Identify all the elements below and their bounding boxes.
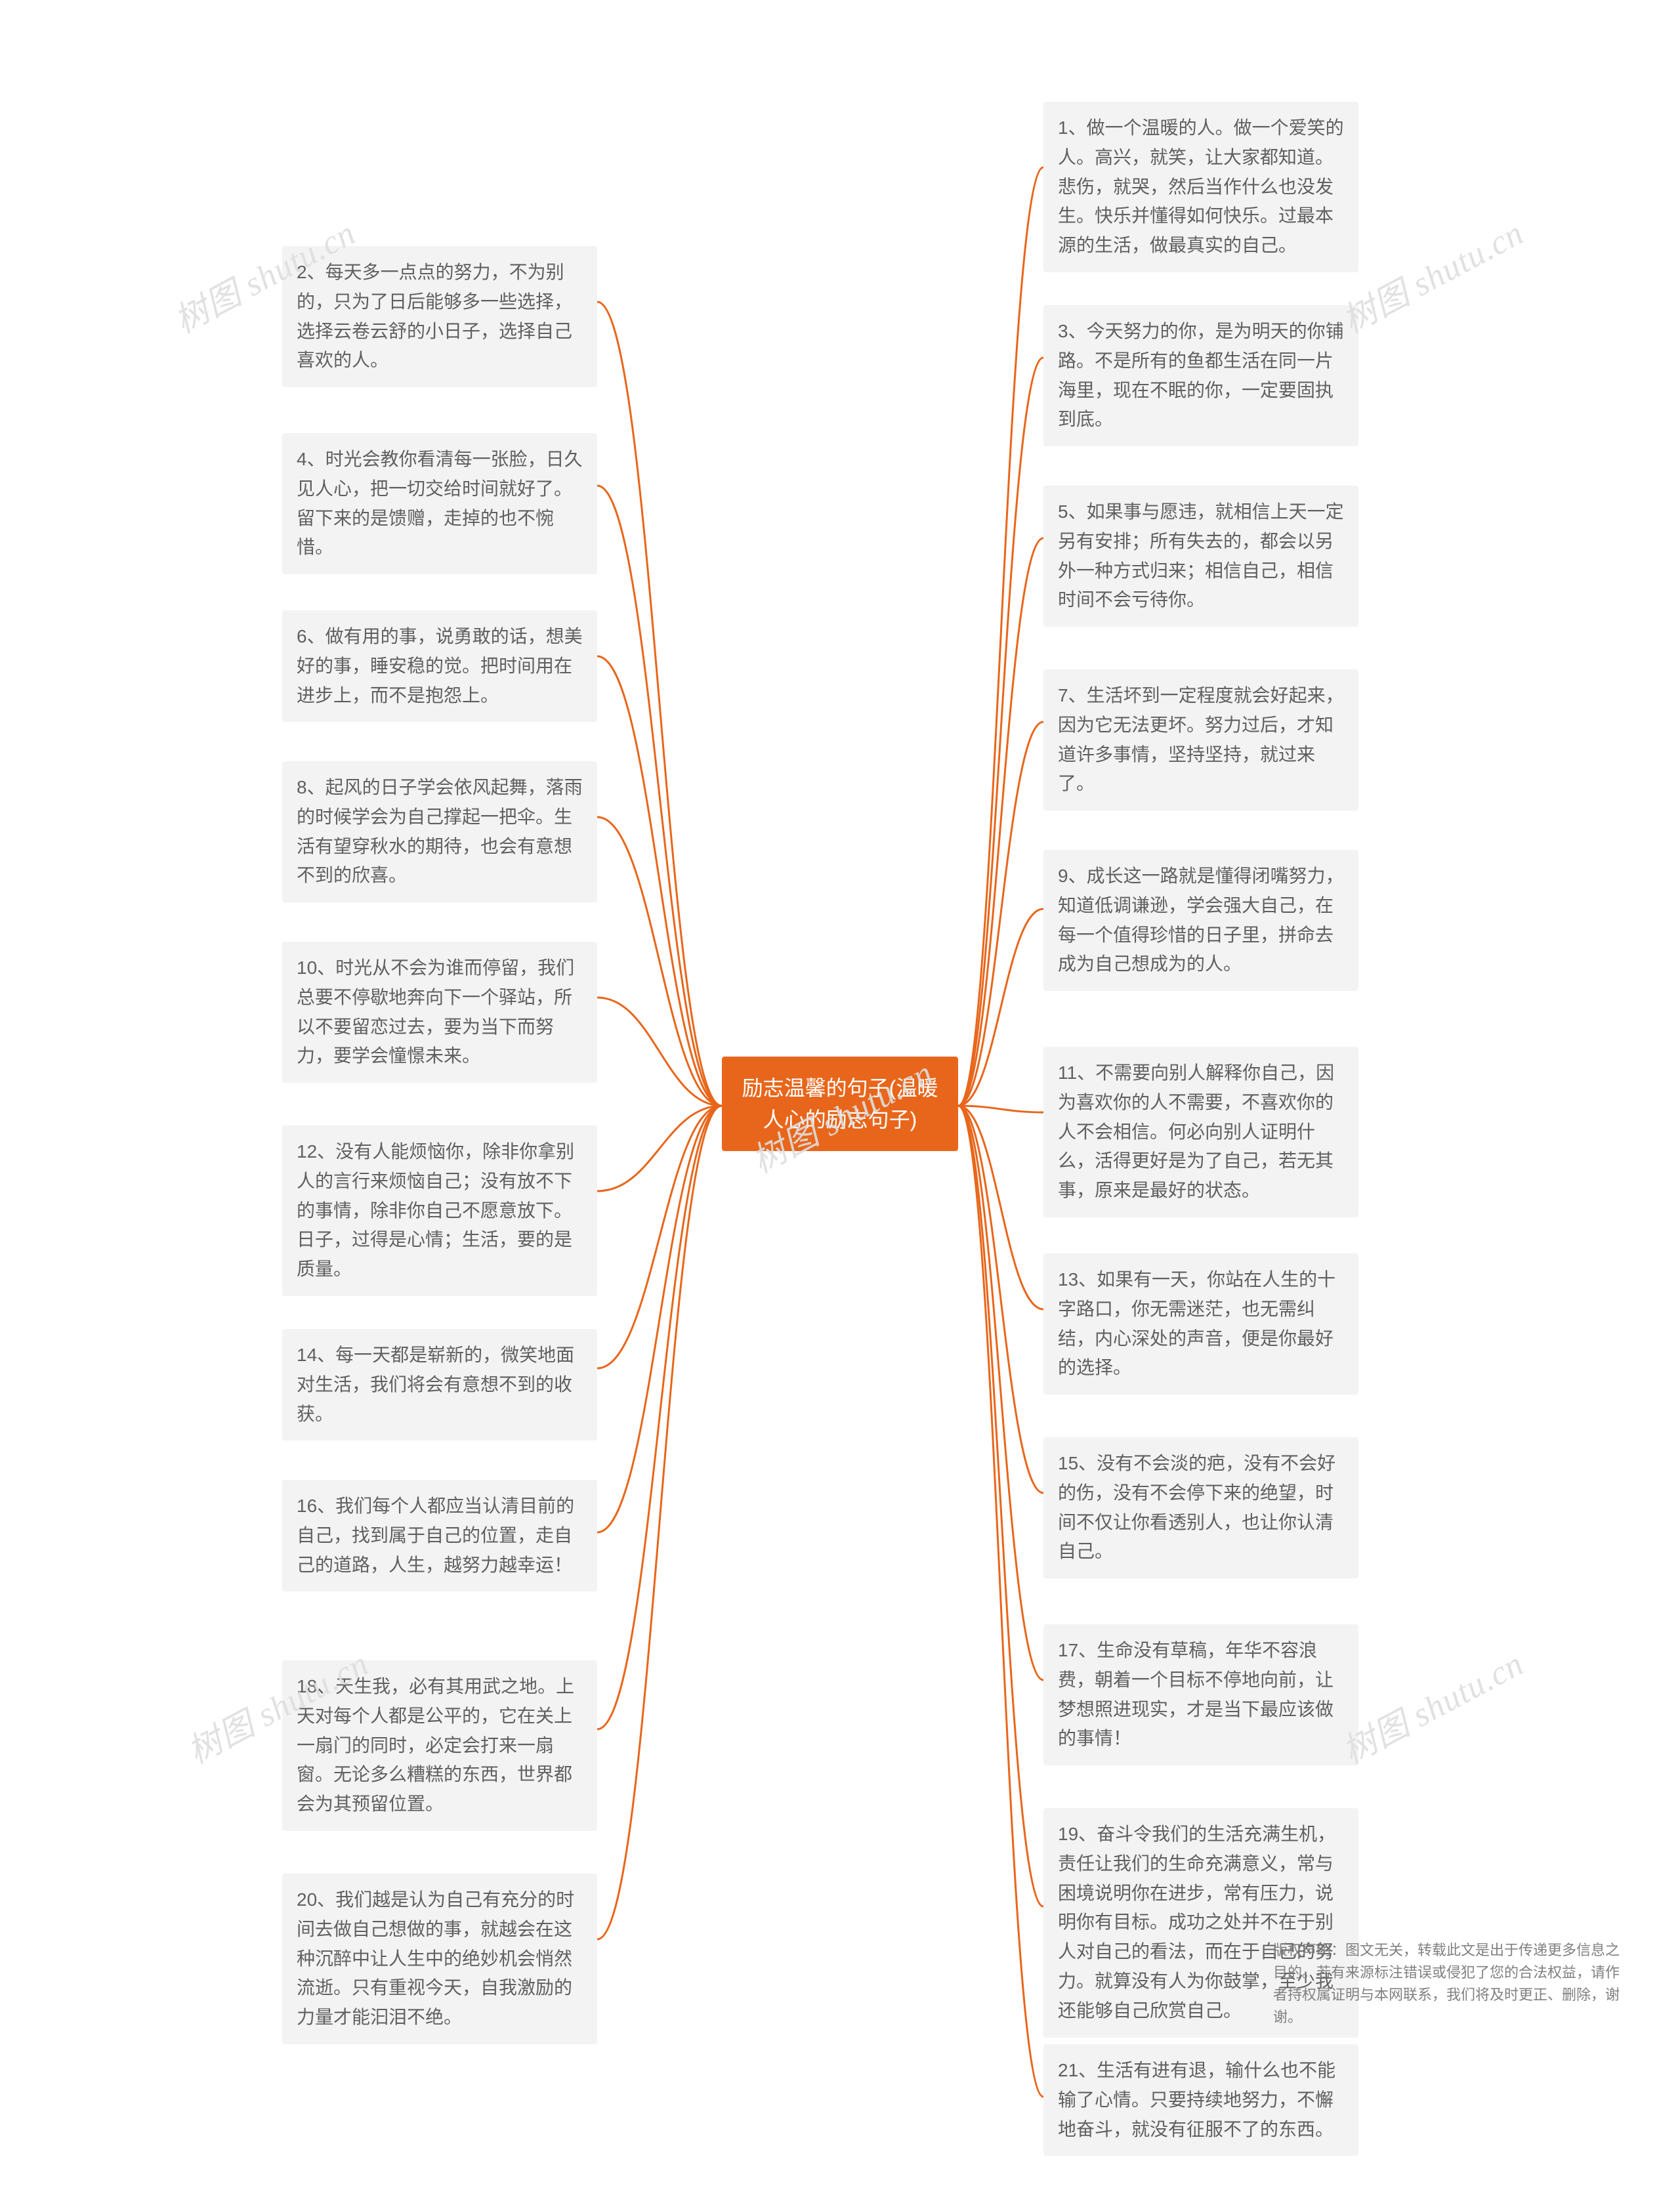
right-leaf-2[interactable]: 5、如果事与愿违，就相信上天一定另有安排；所有失去的，都会以另外一种方式归来；相…: [1043, 486, 1358, 627]
left-leaf-0[interactable]: 2、每天多一点点的努力，不为别的，只为了日后能够多一些选择，选择云卷云舒的小日子…: [282, 246, 597, 387]
edge-right-9: [958, 1106, 1043, 1906]
left-leaf-6[interactable]: 14、每一天都是崭新的，微笑地面对生活，我们将会有意想不到的收获。: [282, 1329, 597, 1440]
right-leaf-6[interactable]: 13、如果有一天，你站在人生的十字路口，你无需迷茫，也无需纠结，内心深处的声音，…: [1043, 1253, 1358, 1395]
edge-right-2: [958, 538, 1043, 1106]
edge-left-1: [597, 486, 722, 1106]
edge-left-3: [597, 817, 722, 1106]
center-topic[interactable]: 励志温馨的句子(温暖人心的励志句子): [722, 1057, 958, 1151]
watermark-4: 树图 shutu.cn: [1332, 1636, 1531, 1773]
left-leaf-3[interactable]: 8、起风的日子学会依风起舞，落雨的时候学会为自己撑起一把伞。生活有望穿秋水的期待…: [282, 761, 597, 902]
watermark-1: 树图 shutu.cn: [1332, 205, 1531, 342]
left-leaf-9[interactable]: 20、我们越是认为自己有充分的时间去做自己想做的事，就越会在这种沉醉中让人生中的…: [282, 1874, 597, 2044]
left-leaf-2[interactable]: 6、做有用的事，说勇敢的话，想美好的事，睡安稳的觉。把时间用在进步上，而不是抱怨…: [282, 610, 597, 722]
copyright-footnote: 版权声明：图文无关，转载此文是出于传递更多信息之目的。若有来源标注错误或侵犯了您…: [1273, 1939, 1628, 2028]
right-leaf-0[interactable]: 1、做一个温暖的人。做一个爱笑的人。高兴，就笑，让大家都知道。悲伤，就哭，然后当…: [1043, 102, 1358, 272]
right-leaf-8[interactable]: 17、生命没有草稿，年华不容浪费，朝着一个目标不停地向前，让梦想照进现实，才是当…: [1043, 1624, 1358, 1765]
edge-right-7: [958, 1106, 1043, 1493]
right-leaf-4[interactable]: 9、成长这一路就是懂得闭嘴努力，知道低调谦逊，学会强大自己，在每一个值得珍惜的日…: [1043, 850, 1358, 991]
right-leaf-5[interactable]: 11、不需要向别人解释你自己，因为喜欢你的人不需要，不喜欢你的人不会相信。何必向…: [1043, 1047, 1358, 1217]
edge-right-10: [958, 1106, 1043, 2097]
edge-right-4: [958, 909, 1043, 1106]
edge-right-1: [958, 358, 1043, 1106]
right-leaf-7[interactable]: 15、没有不会淡的疤，没有不会好的伤，没有不会停下来的绝望，时间不仅让你看透别人…: [1043, 1437, 1358, 1578]
edge-left-7: [597, 1106, 722, 1532]
edge-left-5: [597, 1106, 722, 1191]
edge-left-2: [597, 656, 722, 1106]
edge-right-8: [958, 1106, 1043, 1680]
edge-right-3: [958, 722, 1043, 1106]
left-leaf-5[interactable]: 12、没有人能烦恼你，除非你拿别人的言行来烦恼自己；没有放不下的事情，除非你自己…: [282, 1125, 597, 1296]
edge-right-0: [958, 167, 1043, 1106]
mindmap-canvas: 励志温馨的句子(温暖人心的励志句子) 1、做一个温暖的人。做一个爱笑的人。高兴，…: [0, 0, 1680, 2186]
edge-left-8: [597, 1106, 722, 1729]
edge-right-6: [958, 1106, 1043, 1309]
edge-left-0: [597, 302, 722, 1106]
left-leaf-1[interactable]: 4、时光会教你看清每一张脸，日久见人心，把一切交给时间就好了。留下来的是馈赠，走…: [282, 433, 597, 574]
left-leaf-8[interactable]: 18、天生我，必有其用武之地。上天对每个人都是公平的，它在关上一扇门的同时，必定…: [282, 1660, 597, 1831]
right-leaf-10[interactable]: 21、生活有进有退，输什么也不能输了心情。只要持续地努力，不懈地奋斗，就没有征服…: [1043, 2044, 1358, 2156]
edge-left-4: [597, 998, 722, 1106]
edge-right-5: [958, 1106, 1043, 1112]
edge-left-9: [597, 1106, 722, 1939]
left-leaf-4[interactable]: 10、时光从不会为谁而停留，我们总要不停歇地奔向下一个驿站，所以不要留恋过去，要…: [282, 942, 597, 1083]
left-leaf-7[interactable]: 16、我们每个人都应当认清目前的自己，找到属于自己的位置，走自己的道路，人生，越…: [282, 1480, 597, 1591]
right-leaf-3[interactable]: 7、生活坏到一定程度就会好起来，因为它无法更坏。努力过后，才知道许多事情，坚持坚…: [1043, 669, 1358, 810]
right-leaf-1[interactable]: 3、今天努力的你，是为明天的你铺路。不是所有的鱼都生活在同一片海里，现在不眠的你…: [1043, 305, 1358, 446]
edge-left-6: [597, 1106, 722, 1368]
